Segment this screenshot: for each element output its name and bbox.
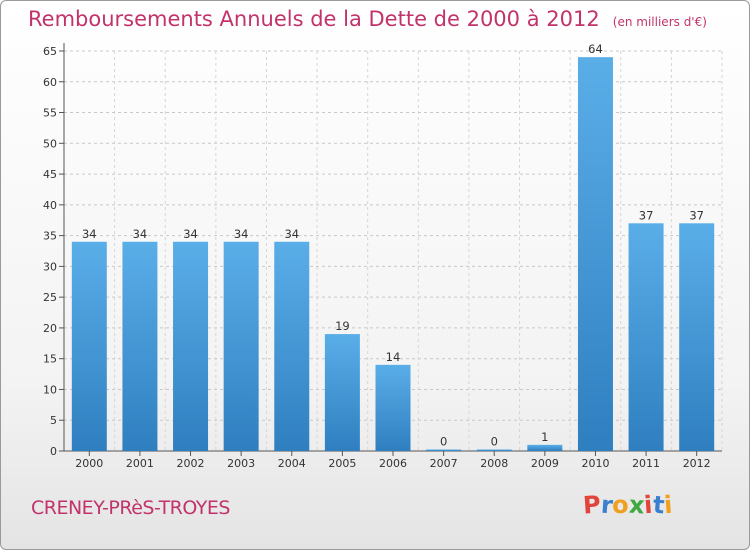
y-tick-label: 10 xyxy=(43,383,57,396)
x-tick-label: 2005 xyxy=(328,457,356,470)
x-tick-label: 2011 xyxy=(632,457,660,470)
y-tick-label: 15 xyxy=(43,353,57,366)
title-subtitle: (en milliers d'€) xyxy=(612,15,707,29)
chart-title: Remboursements Annuels de la Dette de 20… xyxy=(28,7,707,31)
x-tick-label: 2006 xyxy=(379,457,407,470)
x-tick-label: 2003 xyxy=(227,457,255,470)
logo-letter: P xyxy=(582,490,602,520)
bar xyxy=(173,241,209,451)
bar xyxy=(324,334,360,451)
x-tick-label: 2000 xyxy=(75,457,103,470)
data-label: 34 xyxy=(234,227,249,241)
data-label: 0 xyxy=(440,435,447,449)
x-tick-label: 2004 xyxy=(278,457,306,470)
y-tick-label: 30 xyxy=(43,260,57,273)
data-label: 14 xyxy=(386,350,401,364)
bar xyxy=(426,449,462,451)
data-label: 34 xyxy=(133,227,148,241)
y-tick-label: 35 xyxy=(43,230,57,243)
bar xyxy=(679,223,715,451)
data-label: 19 xyxy=(335,319,350,333)
x-tick-label: 2007 xyxy=(430,457,458,470)
bar xyxy=(274,241,310,451)
bar xyxy=(223,241,259,451)
logo-letter: o xyxy=(611,490,630,520)
y-tick-label: 50 xyxy=(43,137,57,150)
title-main: Remboursements Annuels de la Dette de 20… xyxy=(28,7,600,31)
y-tick-label: 20 xyxy=(43,322,57,335)
y-tick-label: 60 xyxy=(43,76,57,89)
bar xyxy=(476,449,512,451)
y-tick-label: 65 xyxy=(43,45,57,58)
x-tick-label: 2008 xyxy=(480,457,508,470)
y-tick-label: 25 xyxy=(43,291,57,304)
bar xyxy=(527,444,563,451)
bar xyxy=(71,241,107,451)
y-tick-label: 55 xyxy=(43,107,57,120)
y-tick-label: 40 xyxy=(43,199,57,212)
x-tick-label: 2012 xyxy=(683,457,711,470)
commune-name: CRENEY-PRèS-TROYES xyxy=(31,497,230,519)
x-tick-label: 2010 xyxy=(581,457,609,470)
data-label: 64 xyxy=(588,42,603,56)
bar xyxy=(577,57,613,452)
data-label: 34 xyxy=(284,227,299,241)
logo-letter: i xyxy=(663,490,674,520)
y-tick-label: 5 xyxy=(50,414,57,427)
data-label: 1 xyxy=(541,430,548,444)
x-tick-label: 2002 xyxy=(177,457,205,470)
data-label: 34 xyxy=(82,227,97,241)
proxiti-logo: Proxiti xyxy=(582,490,674,520)
data-label: 37 xyxy=(689,208,704,222)
y-tick-label: 45 xyxy=(43,168,57,181)
x-tick-label: 2001 xyxy=(126,457,154,470)
bar xyxy=(375,364,411,451)
data-label: 34 xyxy=(183,227,198,241)
x-tick-label: 2009 xyxy=(531,457,559,470)
data-label: 0 xyxy=(491,435,498,449)
y-tick-label: 0 xyxy=(50,445,57,458)
bar xyxy=(628,223,664,451)
data-label: 37 xyxy=(639,208,654,222)
bar xyxy=(122,241,158,451)
